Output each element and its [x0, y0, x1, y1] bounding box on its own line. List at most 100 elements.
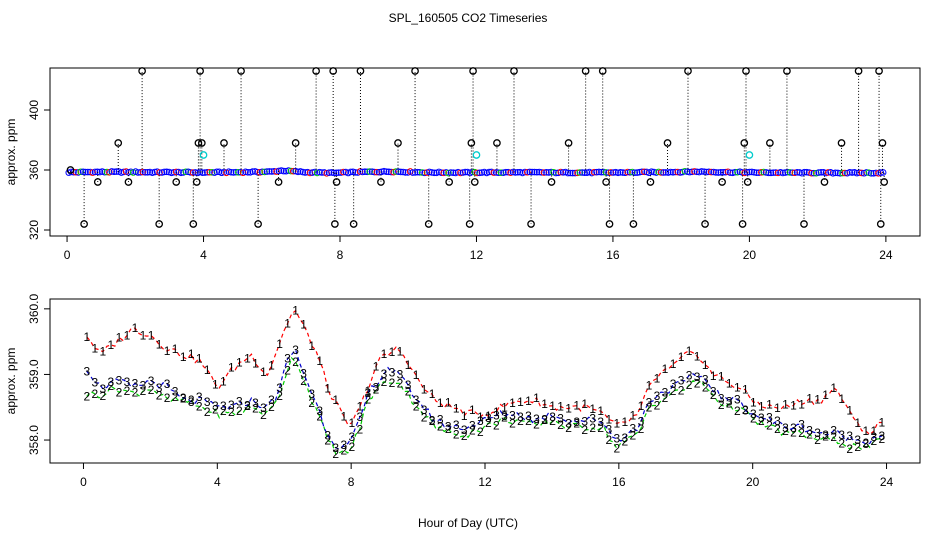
panel-2-series-1-point: 1 — [132, 321, 139, 335]
panel-2-series-3-point: 3 — [397, 368, 404, 382]
panel-1-data-point — [624, 168, 631, 176]
panel-1-data-point — [497, 169, 505, 176]
panel-1-data-point — [77, 168, 85, 176]
panel-1-data-point — [485, 168, 493, 176]
panel-1-flagged-point — [820, 178, 829, 186]
panel-2-series-2-point: 2 — [573, 416, 580, 430]
panel-2-series-1-point: 1 — [300, 317, 307, 331]
panel-2-series-1-point: 1 — [188, 347, 195, 361]
panel-1-data-point — [863, 169, 870, 176]
panel-1-flagged-point — [445, 178, 454, 186]
panel-1-data-point — [294, 168, 302, 176]
panel-1-flagged-point — [646, 178, 655, 186]
panel-1-flagged-point — [192, 178, 201, 186]
panel-2-series-1-point: 1 — [638, 399, 645, 413]
panel-2-series-2-point: 2 — [517, 414, 524, 428]
panel-2-series-3-point: 3 — [437, 413, 444, 427]
panel-2-series-1-point: 1 — [316, 354, 323, 368]
panel-1-flagged-point — [876, 220, 885, 228]
panel-2-xtick-label: 8 — [348, 475, 355, 489]
panel-1-flagged-point — [493, 139, 501, 147]
panel-2-series-3-point: 3 — [605, 423, 612, 437]
panel-1-data-point — [258, 168, 266, 176]
panel-1-data-point — [791, 169, 799, 177]
panel-2-ytick-label: 360.0 — [27, 294, 41, 324]
panel-2-series-2-point: 2 — [509, 417, 516, 431]
panel-1-flagged-point — [331, 220, 339, 228]
panel-2-series-1-point: 1 — [389, 345, 396, 359]
panel-2-series-3-point: 3 — [806, 423, 813, 437]
panel-2-series-1-point: 1 — [517, 395, 524, 409]
panel-2-series-1-point: 1 — [654, 371, 661, 385]
panel-1-data-point — [750, 169, 758, 176]
panel-2-series-2-point: 2 — [565, 421, 572, 435]
panel-2-series-3-point: 3 — [830, 424, 837, 438]
panel-1-data-point — [705, 168, 713, 176]
panel-1-flagged-point — [80, 220, 88, 228]
panel-1-xtick-label: 4 — [200, 248, 207, 262]
panel-2-series-2-point: 2 — [662, 391, 669, 405]
panel-2-series-3-point: 3 — [790, 421, 797, 435]
panel-2-series-1-point: 1 — [83, 330, 90, 344]
panel-1-data-point — [710, 168, 717, 176]
panel-2-xtick-label: 4 — [214, 475, 221, 489]
panel-1-data-point — [110, 168, 118, 176]
panel-1-calibration-point — [745, 151, 754, 159]
panel-2-series-2-point: 2 — [461, 429, 468, 443]
panel-2-series-3-point: 3 — [292, 343, 299, 357]
panel-2-series-3-point: 3 — [83, 364, 90, 378]
panel-1-data-point — [734, 168, 741, 176]
panel-2-series-1-point: 1 — [348, 416, 355, 430]
panel-1-data-point — [524, 168, 531, 176]
panel-2-series-2-point: 2 — [196, 399, 203, 413]
panel-1-xtick-label: 12 — [470, 248, 484, 262]
panel-1-data-point — [727, 169, 734, 176]
panel-2-series-3-line — [86, 348, 883, 450]
panel-1-data-point — [595, 168, 603, 176]
panel-2-series-2-point: 2 — [292, 355, 299, 369]
panel-2-series-2-point: 2 — [204, 405, 211, 419]
panel-2-series-2-point: 2 — [726, 397, 733, 411]
panel-1-flagged-point — [527, 220, 535, 228]
panel-2-series-1-point: 1 — [541, 397, 548, 411]
panel-2-series-3-point: 3 — [164, 377, 171, 391]
panel-2-series-3-point: 3 — [348, 430, 355, 444]
panel-2-series-3-point: 3 — [308, 387, 315, 401]
panel-1-data-point — [375, 168, 383, 176]
panel-2-series-1-point: 1 — [549, 399, 556, 413]
panel-2-series-1-point: 1 — [782, 397, 789, 411]
panel-2-series-1-point: 1 — [862, 424, 869, 438]
panel-1-data-point — [693, 168, 701, 176]
panel-2-series-3-point: 3 — [365, 386, 372, 400]
panel-1-data-point — [810, 169, 818, 177]
panel-2-series-1-point: 1 — [565, 402, 572, 416]
panel-1-data-point — [767, 169, 775, 177]
panel-2-series-2-point: 2 — [782, 424, 789, 438]
panel-1-data-point — [648, 168, 655, 175]
panel-2-series-1-point: 1 — [830, 381, 837, 395]
panel-2-series-2-point: 2 — [148, 383, 155, 397]
panel-1-flagged-point — [155, 220, 164, 228]
panel-1-data-point — [495, 169, 502, 177]
panel-2-series-3-point: 3 — [734, 393, 741, 407]
panel-2-series-3-point: 3 — [252, 396, 259, 410]
panel-2-series-1-point: 1 — [268, 359, 275, 373]
panel-1-data-point — [836, 170, 844, 177]
panel-2-series-2-point: 2 — [276, 389, 283, 403]
panel-2-series-3-point: 3 — [132, 377, 139, 391]
panel-1-flagged-point — [274, 178, 283, 186]
panel-2-series-3-point: 3 — [597, 415, 604, 429]
panel-2-series-2-point: 2 — [469, 423, 476, 437]
panel-1-data-point — [337, 169, 345, 176]
panel-1-data-point — [301, 169, 309, 176]
panel-2-series-1-point: 1 — [220, 374, 227, 388]
panel-2-series-2-point: 2 — [413, 400, 420, 414]
panel-2-series-3-point: 3 — [381, 367, 388, 381]
panel-1-data-point — [660, 169, 667, 176]
panel-1-flagged-point — [470, 178, 479, 186]
panel-1-flagged-point — [411, 67, 419, 75]
panel-1-data-point — [824, 169, 832, 176]
panel-2-series-3-point: 3 — [469, 418, 476, 432]
panel-1-calibration-point — [199, 151, 208, 159]
